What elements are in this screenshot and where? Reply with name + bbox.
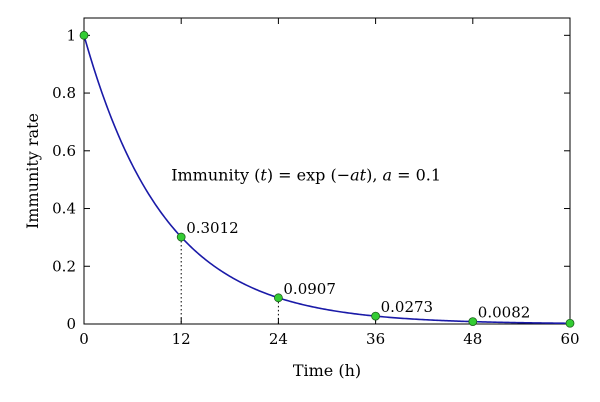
series-curve [83,35,571,325]
y-axis-title: Immunity rate [23,113,42,229]
y-tick-label: 0.2 [52,257,76,275]
formula-annotation: Immunity (t) = exp (−at), a = 0.1 [171,166,441,185]
data-point [468,317,478,327]
x-tick-label: 48 [463,330,482,348]
data-point [273,293,283,303]
x-tick-label: 36 [366,330,385,348]
y-tick-label: 0.6 [52,142,76,160]
y-tick-label: 0.4 [52,200,76,218]
data-label: 0.3012 [186,219,239,237]
data-points [79,30,575,328]
x-tick-label: 12 [172,330,191,348]
plot-frame [83,17,571,325]
axis-ticks: 0 12 24 36 48 60 0 0.2 0.4 0.6 0.8 1 [52,18,580,348]
data-point [565,318,575,328]
x-tick-label: 24 [269,330,288,348]
x-tick-label: 0 [79,330,89,348]
x-tick-label: 60 [560,330,579,348]
data-label: 0.0907 [283,280,336,298]
data-point [79,30,89,40]
data-point [176,232,186,242]
data-label: 0.0273 [381,298,434,316]
data-point [371,311,381,321]
data-label: 0.0082 [478,304,531,322]
y-tick-label: 0.8 [52,84,76,102]
y-tick-label: 1 [66,26,76,44]
y-tick-label: 0 [66,315,76,333]
data-labels: 0.3012 0.0907 0.0273 0.0082 [186,219,530,322]
x-axis-title: Time (h) [293,361,361,380]
